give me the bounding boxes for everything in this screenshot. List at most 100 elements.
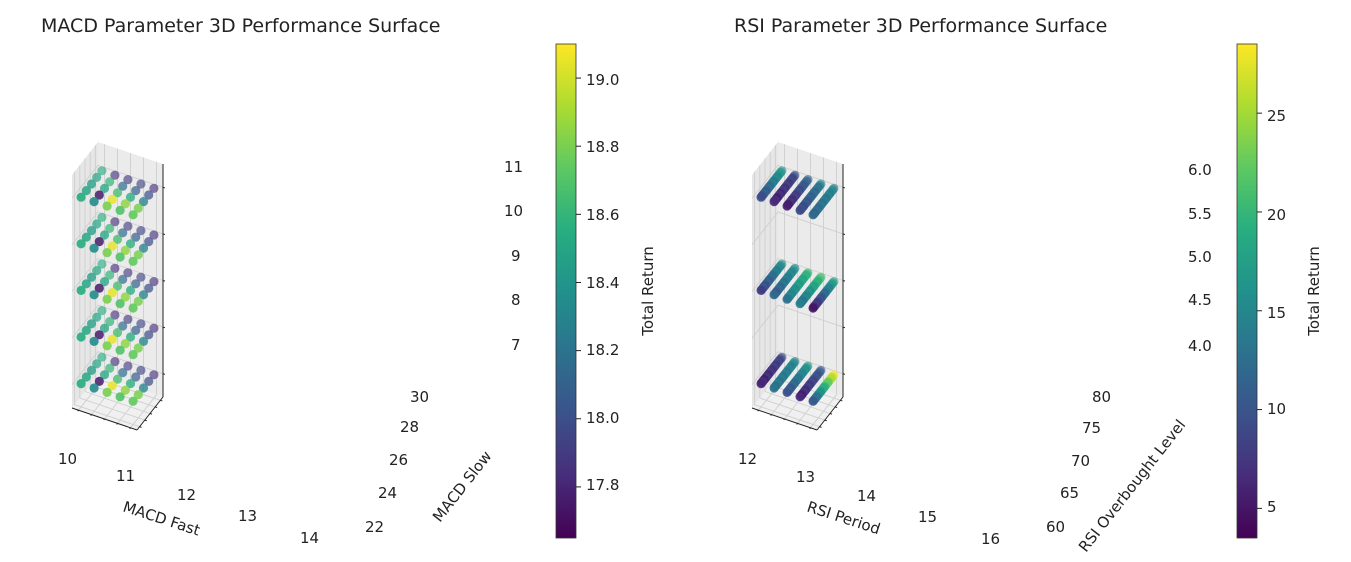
y-axis-label: MACD Slow: [429, 447, 495, 525]
y-tick-label: 24: [378, 484, 397, 502]
data-point: [110, 170, 120, 180]
data-point: [125, 332, 136, 342]
data-point: [99, 230, 110, 240]
data-point: [131, 279, 141, 289]
x-tick-label: 14: [857, 487, 876, 505]
x-tick-mark: [129, 427, 131, 430]
z-tick-label: 10: [504, 202, 523, 220]
x-tick-mark: [796, 423, 798, 425]
data-point: [76, 239, 86, 249]
x-tick-label: 13: [238, 507, 257, 525]
data-point: [120, 385, 130, 395]
colorbar-ticks: [576, 77, 581, 488]
data-point: [115, 392, 125, 402]
data-point: [133, 296, 143, 306]
data-point: [120, 292, 130, 302]
colorbar-tick-label: 17.8: [586, 476, 619, 494]
grid-line: [759, 397, 825, 421]
data-point: [94, 190, 104, 200]
y-axis-label: RSI Overbought Level: [1075, 416, 1189, 555]
data-point: [128, 210, 138, 220]
data-point: [118, 181, 128, 191]
data-point: [138, 336, 149, 346]
data-point: [136, 365, 146, 375]
y-tick-label: 30: [410, 388, 429, 406]
y-tick-label: 75: [1082, 419, 1101, 437]
grid-line: [751, 211, 779, 246]
z-tick-label: 5.5: [1188, 205, 1212, 223]
z-tick-label: 5.0: [1188, 248, 1212, 266]
data-point: [112, 234, 123, 244]
data-point: [133, 250, 143, 260]
data-point: [123, 175, 133, 185]
data-point: [99, 277, 110, 287]
data-point: [120, 245, 130, 255]
grid-line: [751, 258, 779, 292]
data-point: [149, 183, 159, 193]
colorbar-tick-label: 15: [1267, 304, 1286, 322]
y-tick-label: 60: [1046, 518, 1065, 536]
y-tick-label: 70: [1071, 452, 1090, 470]
y-tick-label: 80: [1092, 388, 1111, 406]
x-tick-labels: 12 13 14 15 16: [738, 450, 1000, 548]
rsi-chart: RSI Parameter 3D Performance Surface 12 …: [734, 15, 1323, 555]
data-point: [118, 274, 128, 284]
data-point: [128, 350, 138, 360]
x-tick-label: 14: [300, 529, 319, 547]
data-point: [125, 285, 136, 295]
data-point: [86, 319, 97, 329]
data-point: [756, 285, 766, 295]
data-point: [110, 217, 120, 227]
grid-line: [74, 404, 140, 428]
y-tick-mark: [819, 426, 822, 428]
data-point: [112, 374, 123, 384]
x-tick-label: 12: [738, 450, 757, 468]
x-tick-label: 12: [177, 486, 196, 504]
data-point: [136, 319, 146, 329]
data-point: [112, 188, 123, 198]
y-tick-mark: [139, 426, 142, 428]
data-point: [112, 281, 123, 291]
x-tick-label: 15: [918, 508, 937, 526]
data-point: [782, 387, 792, 397]
data-point: [99, 323, 110, 333]
z-tick-label: 11: [504, 158, 523, 176]
data-point: [138, 383, 149, 393]
z-tick-mark: [842, 233, 846, 236]
data-point: [131, 325, 141, 335]
x-tick-label: 10: [58, 450, 77, 468]
data-point: [115, 205, 125, 215]
colorbar-tick-label: 18.2: [586, 341, 619, 359]
colorbar-tick-label: 18.4: [586, 274, 619, 292]
colorbar-tick-label: 10: [1267, 400, 1286, 418]
data-point: [107, 241, 117, 251]
y-tick-label: 65: [1060, 484, 1079, 502]
x-tick-mark: [757, 409, 759, 412]
data-point: [808, 303, 818, 313]
z-tick-labels: 11 10 9 8 7: [504, 158, 523, 354]
data-point: [136, 272, 146, 282]
x-tick-mark: [77, 409, 79, 412]
colorbar-ticks: [1257, 112, 1262, 509]
data-point: [86, 226, 97, 236]
data-point: [125, 192, 136, 202]
data-point: [97, 166, 107, 176]
x-tick-mark: [90, 414, 92, 416]
data-point: [76, 285, 86, 295]
grid-line: [71, 211, 99, 246]
macd-chart: MACD Parameter 3D Performance Surface 10…: [41, 15, 657, 547]
data-point: [808, 210, 818, 220]
z-tick-mark: [842, 326, 846, 329]
data-point: [110, 357, 120, 367]
data-point: [131, 232, 141, 242]
grid-line: [751, 304, 779, 339]
data-point: [120, 199, 130, 209]
z-tick-label: 4.0: [1188, 337, 1212, 355]
x-tick-mark: [103, 418, 105, 421]
data-point: [123, 268, 133, 278]
data-point: [115, 299, 125, 309]
data-point: [115, 345, 125, 355]
data-point: [97, 212, 107, 222]
y-tick-mark: [149, 413, 153, 415]
data-point: [102, 341, 112, 351]
